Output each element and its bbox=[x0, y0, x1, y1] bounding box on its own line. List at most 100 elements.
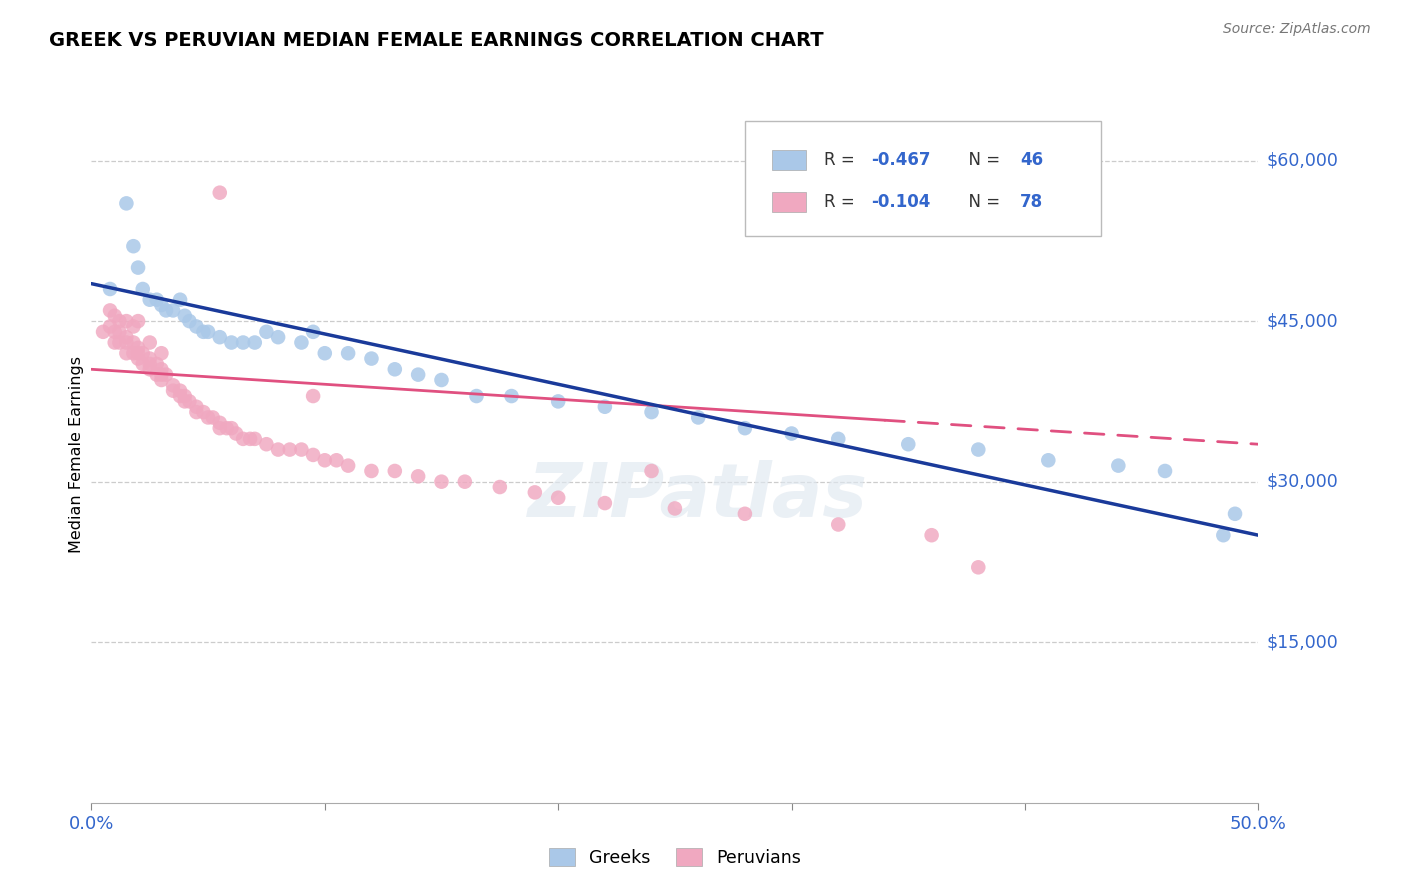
Point bbox=[406, 469, 429, 483]
Point bbox=[145, 357, 167, 371]
Point bbox=[208, 330, 231, 344]
Point bbox=[169, 384, 191, 398]
Text: N =: N = bbox=[959, 151, 1005, 169]
Point bbox=[267, 442, 290, 457]
Point bbox=[115, 196, 138, 211]
Point bbox=[267, 330, 290, 344]
Point bbox=[325, 453, 347, 467]
Point bbox=[169, 293, 191, 307]
Point bbox=[827, 432, 849, 446]
Point bbox=[104, 325, 127, 339]
Point bbox=[115, 346, 138, 360]
Point bbox=[314, 453, 336, 467]
Text: $15,000: $15,000 bbox=[1267, 633, 1339, 651]
Point bbox=[406, 368, 429, 382]
Point bbox=[827, 517, 849, 532]
Point bbox=[98, 282, 121, 296]
Text: R =: R = bbox=[824, 193, 860, 211]
Point bbox=[384, 464, 406, 478]
Text: -0.104: -0.104 bbox=[870, 193, 931, 211]
Point bbox=[127, 314, 149, 328]
Point bbox=[688, 410, 710, 425]
Point bbox=[173, 394, 195, 409]
Point bbox=[225, 426, 247, 441]
Point bbox=[132, 357, 155, 371]
Point bbox=[465, 389, 488, 403]
Point bbox=[108, 335, 131, 350]
Point bbox=[215, 421, 238, 435]
Text: -0.467: -0.467 bbox=[870, 151, 931, 169]
Point bbox=[115, 335, 138, 350]
Point bbox=[127, 346, 149, 360]
Point bbox=[138, 335, 162, 350]
Point bbox=[193, 325, 215, 339]
Text: $30,000: $30,000 bbox=[1267, 473, 1339, 491]
Point bbox=[132, 282, 155, 296]
Point bbox=[256, 325, 278, 339]
Point bbox=[193, 405, 215, 419]
Text: N =: N = bbox=[959, 193, 1005, 211]
Text: 78: 78 bbox=[1021, 193, 1043, 211]
Text: $45,000: $45,000 bbox=[1267, 312, 1339, 330]
Point bbox=[150, 368, 173, 382]
Point bbox=[138, 357, 162, 371]
Point bbox=[122, 335, 145, 350]
Point bbox=[173, 389, 195, 403]
Point bbox=[430, 373, 453, 387]
Point bbox=[150, 373, 173, 387]
Point bbox=[243, 335, 266, 350]
Point bbox=[523, 485, 546, 500]
Point bbox=[186, 400, 208, 414]
Y-axis label: Median Female Earnings: Median Female Earnings bbox=[69, 357, 84, 553]
Point bbox=[360, 351, 382, 366]
Point bbox=[186, 405, 208, 419]
Point bbox=[1223, 507, 1246, 521]
Point bbox=[593, 400, 616, 414]
Point bbox=[186, 319, 208, 334]
Point bbox=[104, 335, 127, 350]
Point bbox=[501, 389, 523, 403]
Point bbox=[104, 309, 127, 323]
Point bbox=[91, 325, 114, 339]
Point bbox=[232, 335, 254, 350]
Point bbox=[337, 458, 360, 473]
Point bbox=[734, 421, 756, 435]
Point bbox=[256, 437, 278, 451]
Point bbox=[127, 351, 149, 366]
Point bbox=[145, 293, 167, 307]
Point bbox=[132, 346, 155, 360]
Point bbox=[98, 303, 121, 318]
Point bbox=[169, 389, 191, 403]
FancyBboxPatch shape bbox=[745, 121, 1101, 235]
Point bbox=[98, 319, 121, 334]
Text: GREEK VS PERUVIAN MEDIAN FEMALE EARNINGS CORRELATION CHART: GREEK VS PERUVIAN MEDIAN FEMALE EARNINGS… bbox=[49, 31, 824, 50]
Point bbox=[173, 309, 195, 323]
Text: ZIPatlas: ZIPatlas bbox=[529, 460, 869, 533]
Point bbox=[138, 351, 162, 366]
Point bbox=[290, 442, 312, 457]
Point bbox=[640, 464, 662, 478]
Point bbox=[138, 362, 162, 376]
Point bbox=[197, 410, 219, 425]
Point bbox=[239, 432, 262, 446]
Point bbox=[138, 293, 162, 307]
Point bbox=[162, 378, 184, 392]
Point bbox=[150, 362, 173, 376]
Point bbox=[302, 448, 325, 462]
Point bbox=[430, 475, 453, 489]
Point bbox=[290, 335, 312, 350]
Point bbox=[921, 528, 943, 542]
Point bbox=[302, 389, 325, 403]
Point bbox=[664, 501, 686, 516]
Point bbox=[221, 421, 243, 435]
Point bbox=[967, 442, 990, 457]
Point bbox=[208, 416, 231, 430]
Point bbox=[108, 325, 131, 339]
Point bbox=[454, 475, 477, 489]
Point bbox=[897, 437, 920, 451]
Point bbox=[197, 325, 219, 339]
Point bbox=[127, 260, 149, 275]
Point bbox=[162, 303, 184, 318]
Point bbox=[384, 362, 406, 376]
Point bbox=[201, 410, 224, 425]
